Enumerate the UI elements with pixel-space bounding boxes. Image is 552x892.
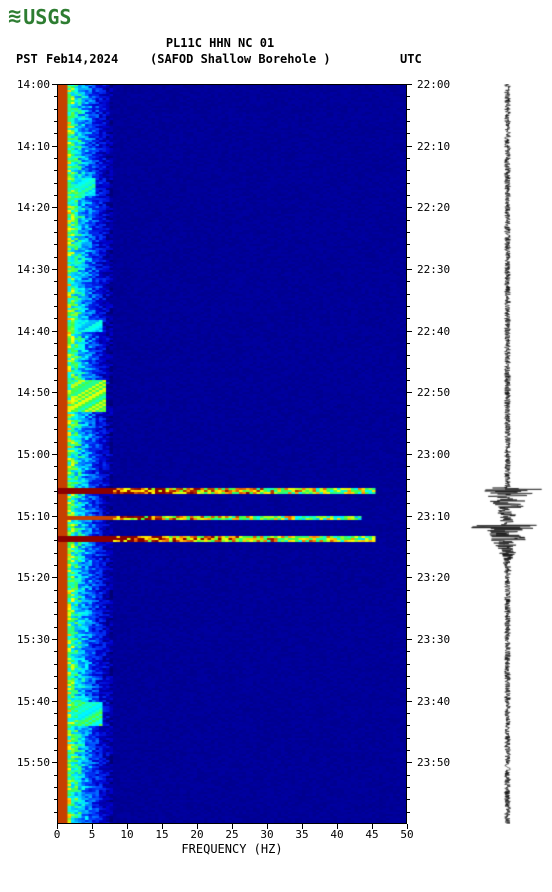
ytick-left: 15:30 [8, 633, 50, 646]
ytick-right: 23:10 [417, 510, 450, 523]
date-label: Feb14,2024 [46, 52, 118, 66]
ytick-left: 14:30 [8, 263, 50, 276]
x-axis-label: FREQUENCY (HZ) [57, 842, 407, 856]
ytick-right: 22:30 [417, 263, 450, 276]
ytick-right: 22:10 [417, 140, 450, 153]
xtick: 35 [292, 828, 312, 841]
xtick: 25 [222, 828, 242, 841]
ytick-right: 23:00 [417, 448, 450, 461]
xtick: 15 [152, 828, 172, 841]
xtick: 40 [327, 828, 347, 841]
usgs-logo: ≋ USGS [8, 4, 71, 29]
ytick-left: 15:10 [8, 510, 50, 523]
ytick-right: 23:40 [417, 695, 450, 708]
ytick-left: 15:20 [8, 571, 50, 584]
ytick-right: 22:50 [417, 386, 450, 399]
usgs-wave-icon: ≋ [8, 4, 21, 29]
xtick: 20 [187, 828, 207, 841]
xtick: 45 [362, 828, 382, 841]
ytick-left: 15:50 [8, 756, 50, 769]
ytick-right: 23:20 [417, 571, 450, 584]
ytick-left: 14:00 [8, 78, 50, 91]
chart-title-line1: PL11C HHN NC 01 [0, 36, 440, 50]
ytick-right: 23:30 [417, 633, 450, 646]
xtick: 10 [117, 828, 137, 841]
ytick-left: 14:10 [8, 140, 50, 153]
ytick-left: 15:00 [8, 448, 50, 461]
xtick: 30 [257, 828, 277, 841]
spectrogram-plot [57, 84, 407, 824]
ytick-right: 23:50 [417, 756, 450, 769]
ytick-left: 14:40 [8, 325, 50, 338]
ytick-left: 14:50 [8, 386, 50, 399]
usgs-logo-text: USGS [23, 5, 71, 29]
right-tz-label: UTC [400, 52, 422, 66]
xtick: 50 [397, 828, 417, 841]
ytick-left: 14:20 [8, 201, 50, 214]
ytick-left: 15:40 [8, 695, 50, 708]
station-label: (SAFOD Shallow Borehole ) [150, 52, 331, 66]
seismogram-plot [470, 84, 545, 824]
xtick: 5 [82, 828, 102, 841]
ytick-right: 22:00 [417, 78, 450, 91]
left-tz-label: PST [16, 52, 38, 66]
xtick: 0 [47, 828, 67, 841]
ytick-right: 22:20 [417, 201, 450, 214]
ytick-right: 22:40 [417, 325, 450, 338]
